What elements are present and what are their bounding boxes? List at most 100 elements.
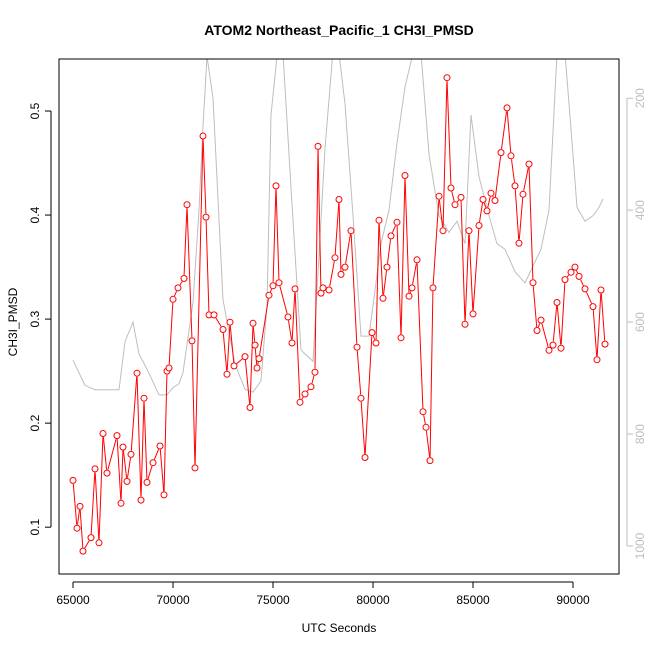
- data-point: [429, 284, 437, 292]
- primary-series-segment: [202, 139, 207, 214]
- data-point: [275, 279, 283, 287]
- primary-series-segment: [432, 199, 440, 285]
- data-point: [117, 499, 125, 507]
- data-point: [443, 74, 451, 82]
- data-point: [457, 193, 465, 201]
- primary-series-segment: [294, 292, 301, 399]
- data-point: [174, 284, 182, 292]
- primary-series-segment: [360, 401, 366, 454]
- primary-series-segment: [392, 225, 396, 233]
- primary-series-segment: [456, 199, 460, 203]
- primary-series-segment: [468, 234, 474, 311]
- data-point: [439, 227, 447, 235]
- y-tick-label: 0.5: [28, 102, 42, 119]
- data-point: [422, 423, 430, 431]
- data-point: [497, 149, 505, 157]
- data-point: [140, 394, 148, 402]
- data-point: [379, 294, 387, 302]
- data-point: [465, 227, 473, 235]
- data-point: [219, 326, 227, 333]
- x-tick-label: 65000: [56, 593, 90, 607]
- data-point: [156, 442, 164, 450]
- data-point: [69, 476, 77, 484]
- secondary-series-layer: [72, 59, 604, 396]
- data-point: [180, 275, 188, 282]
- data-point: [265, 291, 273, 299]
- x-tick-label: 85000: [456, 593, 490, 607]
- primary-series-segment: [252, 326, 256, 342]
- x-axis-label: UTC Seconds: [302, 621, 377, 635]
- data-point: [561, 276, 569, 284]
- data-point: [226, 318, 234, 326]
- data-point: [149, 459, 157, 467]
- data-point: [272, 182, 280, 190]
- data-point: [95, 539, 103, 547]
- data-point: [447, 184, 455, 192]
- data-point: [435, 192, 443, 200]
- primary-series-segment: [532, 286, 538, 328]
- data-point: [575, 272, 583, 280]
- data-point: [375, 216, 383, 224]
- data-point: [405, 292, 413, 300]
- data-point: [337, 270, 345, 278]
- primary-series-segment: [342, 269, 344, 272]
- primary-series-segment: [127, 457, 131, 478]
- data-point: [255, 355, 263, 363]
- data-point: [451, 201, 459, 209]
- data-point: [589, 303, 597, 311]
- y2-tick-label: 400: [633, 200, 647, 220]
- data-point: [230, 362, 238, 370]
- primary-series-segment: [483, 202, 487, 208]
- primary-series-segment: [523, 167, 529, 191]
- primary-series-segment: [518, 197, 524, 240]
- primary-series-segment: [102, 437, 108, 470]
- primary-series-segment: [566, 274, 570, 278]
- primary-series-segment: [506, 111, 512, 153]
- primary-series-segment: [168, 302, 174, 365]
- primary-series-segment: [275, 189, 280, 280]
- chart-title: ATOM2 Northeast_Pacific_1 CH3I_PMSD: [204, 22, 473, 38]
- data-point: [191, 464, 199, 472]
- data-point: [372, 339, 380, 347]
- data-point: [361, 454, 369, 461]
- data-point: [91, 465, 99, 473]
- y2-tick-label: 800: [633, 424, 647, 444]
- data-point: [169, 295, 177, 303]
- data-point: [469, 310, 477, 318]
- primary-series-segment: [301, 396, 304, 400]
- primary-series-segment: [249, 326, 254, 404]
- primary-series-segment: [412, 263, 417, 285]
- primary-series-segment: [314, 149, 319, 369]
- primary-series-segment: [215, 317, 222, 327]
- data-point: [408, 284, 416, 292]
- primary-series-segment: [600, 293, 606, 341]
- data-point: [507, 152, 515, 160]
- primary-series-segment: [451, 191, 455, 202]
- primary-series-segment: [438, 199, 444, 228]
- primary-series-segment: [173, 290, 178, 297]
- primary-series-segment: [317, 149, 322, 290]
- data-point: [368, 329, 376, 337]
- data-point: [545, 346, 553, 354]
- data-point: [525, 160, 533, 168]
- primary-series-segment: [338, 203, 342, 271]
- data-point: [387, 232, 395, 240]
- primary-series-segment: [72, 483, 78, 525]
- primary-series-segment: [147, 465, 153, 480]
- data-point: [301, 390, 309, 398]
- primary-series-segment: [592, 310, 598, 357]
- data-point: [537, 316, 545, 324]
- data-point: [73, 524, 81, 532]
- primary-series-segment: [77, 509, 80, 525]
- primary-series-segment: [514, 189, 520, 240]
- data-point: [269, 282, 277, 290]
- primary-series-segment: [442, 81, 448, 228]
- primary-series-segment: [396, 225, 402, 335]
- primary-series-segment: [272, 189, 277, 283]
- data-point: [553, 299, 561, 306]
- primary-series-segment: [400, 179, 406, 335]
- data-point: [549, 341, 557, 349]
- y-tick-label: 0.3: [28, 310, 42, 327]
- primary-series-segment: [528, 167, 534, 280]
